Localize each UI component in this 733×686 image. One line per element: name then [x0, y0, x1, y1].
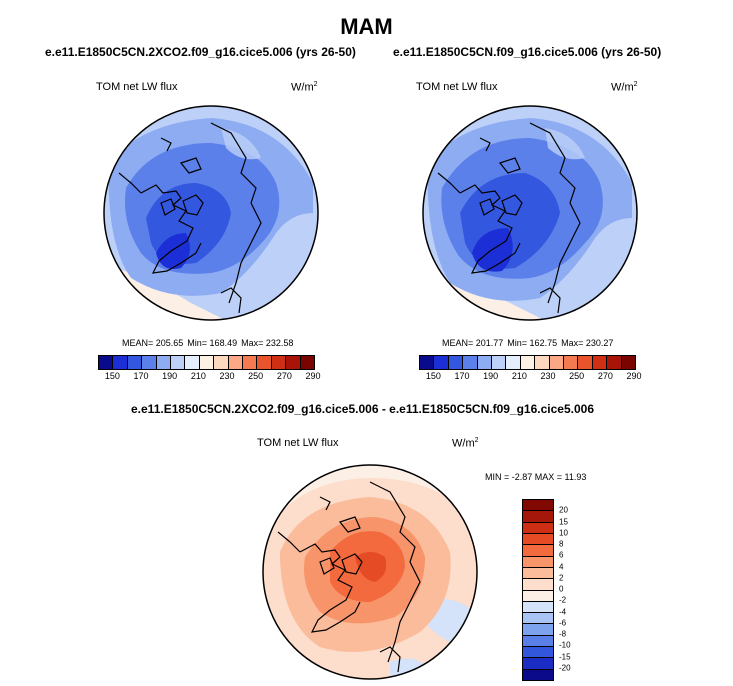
left-colorbar-tick-label: 290	[305, 371, 321, 381]
diff-colorbar-ticks: 20 15 10 8 6 4 2 0 -2 -4 -6 -8 -10 -15 -20	[559, 499, 589, 679]
diff-colorbar-tick-label: -20	[559, 663, 571, 673]
right-polar-map	[422, 105, 638, 321]
diff-colorbar-swatch	[523, 658, 553, 670]
diff-colorbar-tick-label: -6	[559, 618, 567, 628]
left-stats: MEAN= 205.65 Min= 168.49 Max= 232.58	[122, 338, 294, 348]
left-field-label: TOM net LW flux	[96, 81, 178, 93]
diff-colorbar-tick-label: 15	[559, 517, 568, 526]
diff-colorbar-tick-label: -2	[559, 595, 567, 605]
diff-colorbar-tick-label: 2	[559, 573, 564, 583]
right-colorbar-tick-label: 290	[626, 371, 642, 381]
right-colorbar-swatch	[492, 356, 507, 369]
right-colorbar-swatch	[549, 356, 565, 369]
left-colorbar-tick-label: 150	[104, 371, 120, 381]
left-colorbar-swatch	[156, 356, 172, 369]
right-colorbar-tick-label: 270	[597, 371, 613, 381]
right-colorbar-swatch	[578, 356, 593, 369]
diff-colorbar-swatch	[523, 579, 553, 591]
season-title: MAM	[340, 14, 393, 39]
diff-colorbar-tick-label: -8	[559, 629, 567, 639]
diff-colorbar-swatch	[523, 590, 553, 602]
diff-colorbar-tick-label: 20	[559, 505, 568, 515]
diff-colorbar-swatch	[523, 522, 553, 534]
right-colorbar-tick-label: 190	[483, 371, 499, 381]
diff-case-title: e.e11.E1850C5CN.2XCO2.f09_g16.cice5.006 …	[131, 402, 594, 416]
right-units-label: W/m2	[611, 81, 638, 94]
diff-colorbar-swatch	[523, 601, 553, 614]
diff-colorbar-swatch	[523, 647, 553, 659]
right-field-label: TOM net LW flux	[416, 81, 498, 93]
left-colorbar-swatch	[257, 356, 272, 369]
diff-colorbar-swatch	[523, 533, 553, 546]
left-colorbar-swatch	[243, 356, 258, 369]
right-colorbar-swatch	[434, 356, 449, 369]
left-colorbar-swatch	[142, 356, 157, 369]
diff-colorbar-tick-label: -4	[559, 607, 567, 616]
diff-field-label: TOM net LW flux	[257, 437, 339, 449]
right-colorbar-tick-label: 210	[511, 371, 527, 381]
diff-colorbar-swatch	[523, 567, 553, 580]
diff-colorbar-swatch	[523, 545, 553, 557]
right-colorbar-swatch	[506, 356, 521, 369]
left-colorbar-swatch	[199, 356, 215, 369]
left-colorbar-swatch	[127, 356, 143, 369]
left-colorbar-swatch	[228, 356, 244, 369]
left-colorbar-tick-label: 190	[162, 371, 178, 381]
right-colorbar-swatch	[621, 356, 636, 369]
diff-units-label: W/m2	[452, 437, 479, 450]
left-colorbar-swatch	[271, 356, 287, 369]
diff-colorbar-tick-label: -10	[559, 640, 571, 650]
diff-colorbar-swatch	[523, 511, 553, 523]
diff-colorbar-swatch	[523, 613, 553, 625]
diff-colorbar-swatch	[523, 556, 553, 568]
right-colorbar-tick-label: 150	[425, 371, 441, 381]
left-colorbar-swatch	[113, 356, 128, 369]
diff-colorbar-tick-label: 0	[559, 584, 564, 594]
left-colorbar-tick-label: 210	[190, 371, 206, 381]
diff-colorbar-tick-label: 4	[559, 562, 564, 571]
diff-colorbar-swatch	[523, 624, 553, 636]
diff-colorbar	[522, 499, 554, 681]
diff-colorbar-tick-label: 6	[559, 550, 564, 560]
left-colorbar-tick-label: 230	[219, 371, 235, 381]
right-colorbar-tick-label: 170	[454, 371, 470, 381]
left-colorbar-swatch	[286, 356, 301, 369]
left-colorbar-ticks: 150 170 190 210 230 250 270 290	[98, 371, 321, 383]
right-colorbar-swatch	[520, 356, 536, 369]
right-colorbar-ticks: 150 170 190 210 230 250 270 290	[419, 371, 642, 383]
left-colorbar-swatch	[185, 356, 200, 369]
right-colorbar-swatch	[463, 356, 478, 369]
diff-polar-map	[262, 464, 478, 680]
right-colorbar-swatch	[448, 356, 464, 369]
left-case-title: e.e11.E1850C5CN.2XCO2.f09_g16.cice5.006 …	[45, 45, 356, 59]
diff-colorbar-tick-label: 8	[559, 539, 564, 549]
left-colorbar-swatch	[300, 356, 315, 369]
right-stats: MEAN= 201.77 Min= 162.75 Max= 230.27	[442, 338, 614, 348]
right-colorbar-swatch	[607, 356, 622, 369]
right-colorbar	[419, 355, 636, 370]
right-colorbar-swatch	[420, 356, 435, 369]
right-colorbar-swatch	[592, 356, 608, 369]
diff-colorbar-swatch	[523, 635, 553, 648]
right-colorbar-swatch	[564, 356, 579, 369]
right-colorbar-tick-label: 230	[540, 371, 556, 381]
left-colorbar-tick-label: 250	[248, 371, 264, 381]
diff-colorbar-swatch	[523, 669, 553, 680]
diff-colorbar-tick-label: -15	[559, 652, 571, 661]
left-colorbar-swatch	[214, 356, 229, 369]
left-colorbar-swatch	[99, 356, 114, 369]
left-colorbar-swatch	[171, 356, 186, 369]
diff-minmax: MIN = -2.87 MAX = 11.93	[485, 472, 587, 482]
left-colorbar	[98, 355, 315, 370]
right-colorbar-swatch	[535, 356, 550, 369]
right-colorbar-swatch	[477, 356, 493, 369]
left-colorbar-tick-label: 170	[133, 371, 149, 381]
left-colorbar-tick-label: 270	[276, 371, 292, 381]
right-colorbar-tick-label: 250	[569, 371, 585, 381]
right-case-title: e.e11.E1850C5CN.f09_g16.cice5.006 (yrs 2…	[393, 45, 662, 59]
diff-colorbar-swatch	[523, 500, 553, 512]
left-polar-map	[103, 105, 319, 321]
diff-colorbar-tick-label: 10	[559, 528, 568, 538]
left-units-label: W/m2	[291, 81, 318, 94]
